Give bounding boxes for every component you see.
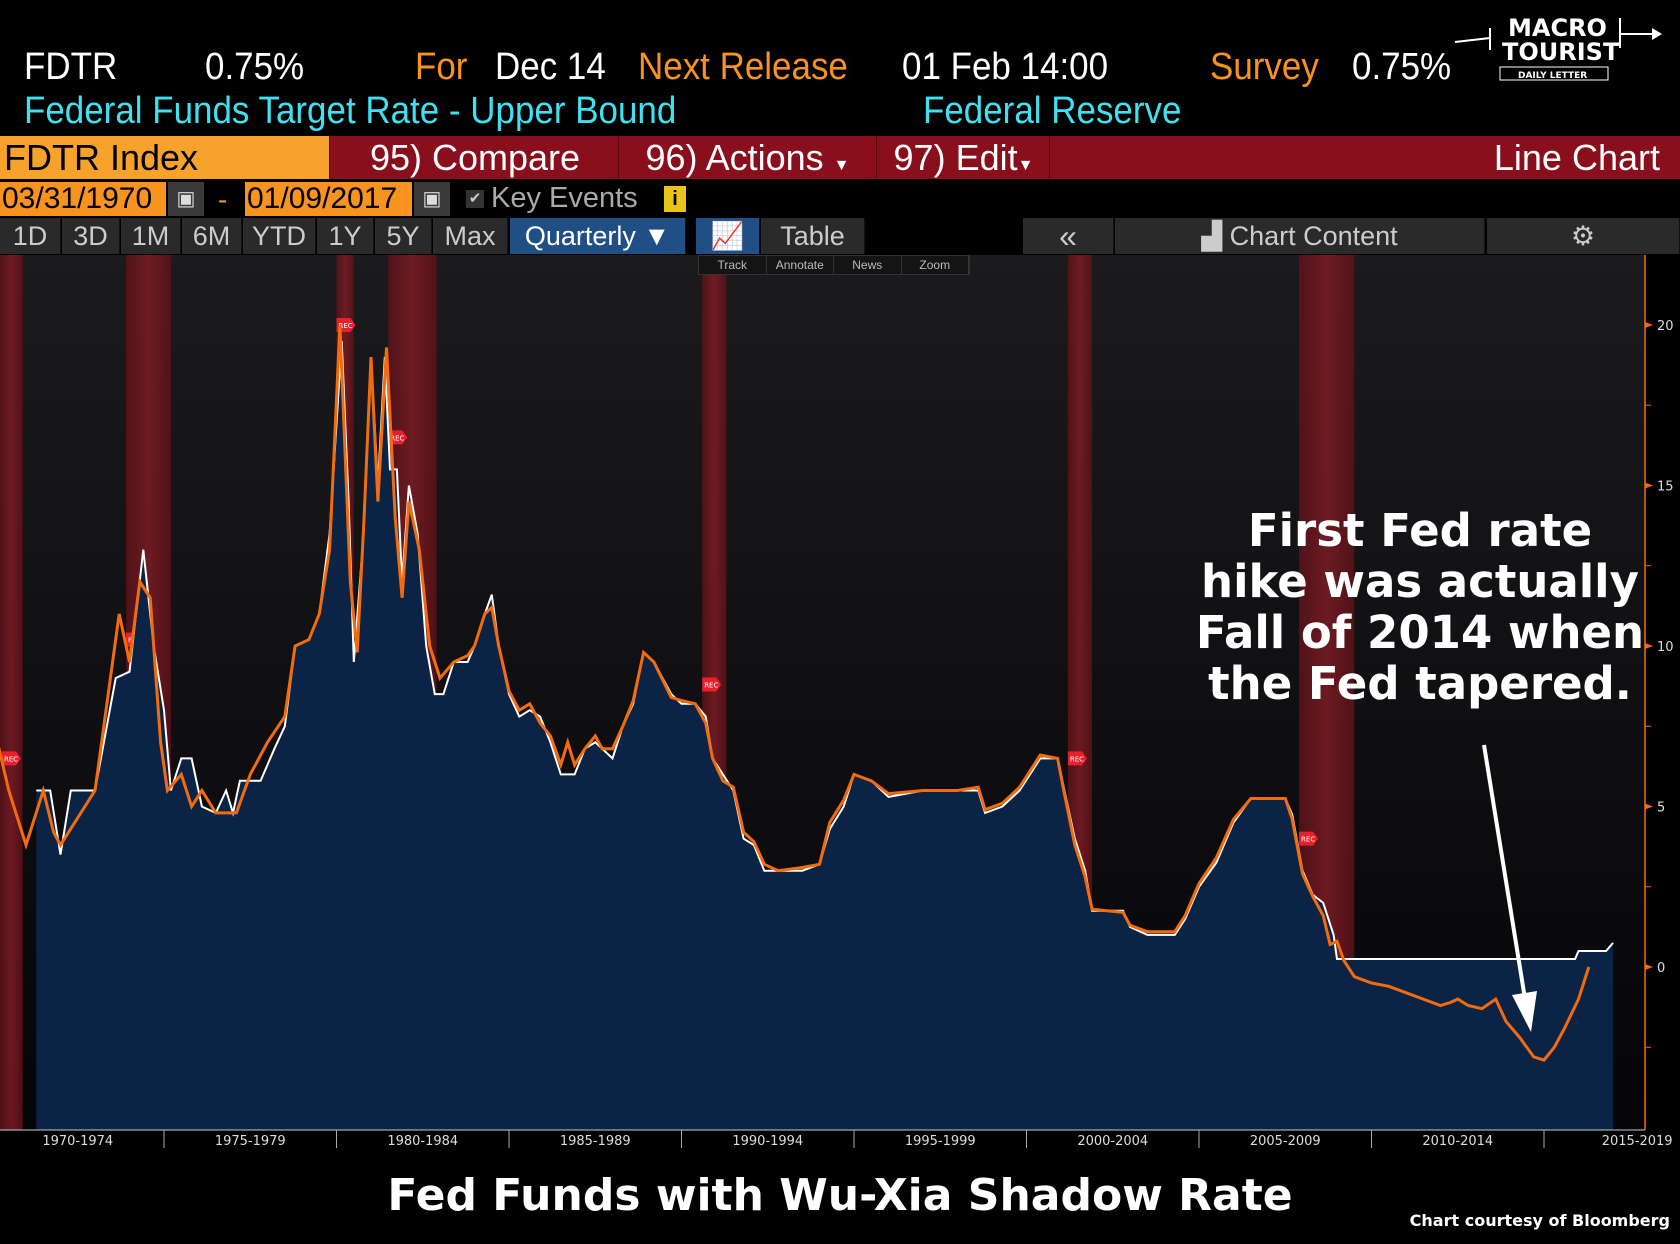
survey-value: 0.75% xyxy=(1352,46,1452,88)
y-tick-label: 15 xyxy=(1657,480,1674,495)
recession-flag-icon[interactable]: REC xyxy=(1299,831,1319,846)
x-tick-label: 2010-2014 xyxy=(1422,1134,1493,1149)
security-field[interactable]: FDTR Index xyxy=(0,136,330,179)
next-release-label: Next Release xyxy=(638,46,848,88)
x-tick-label: 1975-1979 xyxy=(215,1134,286,1149)
y-tick-label: 0 xyxy=(1657,961,1665,976)
x-tick-label: 2015-2019 xyxy=(1602,1134,1673,1149)
annotation-line: First Fed rate xyxy=(1247,504,1593,557)
for-value: Dec 14 xyxy=(495,46,606,88)
track-button[interactable]: Track xyxy=(699,256,767,274)
recession-flag-icon[interactable]: REC xyxy=(702,677,722,692)
y-tick xyxy=(1645,643,1653,649)
x-tick-label: 1985-1989 xyxy=(560,1134,631,1149)
y-tick xyxy=(1645,964,1653,970)
settings-gear-icon[interactable]: ⚙ xyxy=(1487,218,1680,254)
x-tick-label: 2000-2004 xyxy=(1077,1134,1148,1149)
zoom-button[interactable]: Zoom xyxy=(902,256,969,274)
info-icon[interactable]: i xyxy=(664,186,686,212)
last-value: 0.75% xyxy=(205,46,305,88)
key-events-label: Key Events xyxy=(491,182,638,214)
news-button[interactable]: News xyxy=(834,256,902,274)
x-tick-label: 1970-1974 xyxy=(42,1134,113,1149)
tab-1m[interactable]: 1M xyxy=(121,218,181,254)
annotation-line: Fall of 2014 when xyxy=(1195,606,1645,659)
x-tick-label: 1990-1994 xyxy=(732,1134,803,1149)
y-tick-label: 10 xyxy=(1657,640,1674,655)
recession-flag-icon[interactable]: REC xyxy=(2,751,21,766)
recession-band xyxy=(0,255,23,1130)
tab-3d[interactable]: 3D xyxy=(62,218,120,254)
calendar-icon[interactable]: ▣ xyxy=(414,182,450,216)
chart-type-label[interactable]: Line Chart xyxy=(1493,137,1660,178)
chart-title: Fed Funds with Wu-Xia Shadow Rate xyxy=(387,1170,1293,1221)
x-tick-label: 2005-2009 xyxy=(1250,1134,1321,1149)
tab-6m[interactable]: 6M xyxy=(182,218,242,254)
chart-content-button[interactable]: ▟ Chart Content xyxy=(1115,218,1485,254)
period-dropdown[interactable]: Quarterly ▼ xyxy=(510,218,686,254)
annotate-button[interactable]: Annotate xyxy=(767,256,834,274)
chart-content-label: Chart Content xyxy=(1229,221,1398,251)
edit-label: 97) Edit xyxy=(893,137,1018,178)
y-tick xyxy=(1645,803,1653,810)
annotation-text: First Fed rate hike was actually Fall of… xyxy=(1180,505,1660,709)
mini-toolbar: Track Annotate News Zoom xyxy=(698,255,970,275)
dropdown-arrow-icon: ▼ xyxy=(1017,157,1034,174)
calendar-icon[interactable]: ▣ xyxy=(168,182,204,216)
ticker: FDTR xyxy=(24,46,118,88)
table-button[interactable]: Table xyxy=(761,218,865,254)
chart-credit: Chart courtesy of Bloomberg xyxy=(1409,1211,1670,1230)
logo-text: DAILY LETTER xyxy=(1518,71,1587,81)
arrowhead-icon xyxy=(1512,991,1537,1032)
chart-content-icon: ▟ xyxy=(1201,221,1230,251)
source-name: Federal Reserve xyxy=(923,90,1182,132)
key-events-checkbox[interactable]: ✔ xyxy=(466,190,484,208)
date-separator: - xyxy=(218,184,228,215)
recession-flag-icon[interactable]: REC xyxy=(1067,751,1087,766)
x-tick-label: 1995-1999 xyxy=(905,1134,976,1149)
actions-button[interactable]: 96) Actions ▼ xyxy=(619,136,877,179)
y-tick-label: 5 xyxy=(1657,801,1665,816)
survey-label: Survey xyxy=(1210,46,1319,88)
recession-label: REC xyxy=(339,322,353,330)
annotation-line: the Fed tapered. xyxy=(1208,657,1632,710)
recession-label: REC xyxy=(704,682,718,690)
fdtr-area-fill xyxy=(36,341,1613,1130)
macro-tourist-logo: MACRO TOURIST DAILY LETTER xyxy=(1454,14,1662,81)
logo-text: TOURIST xyxy=(1502,38,1620,66)
dropdown-arrow-icon: ▼ xyxy=(833,157,850,174)
logo-text: MACRO xyxy=(1508,14,1607,42)
y-tick xyxy=(1645,322,1653,328)
shadow-rate-line xyxy=(0,324,1591,1062)
recession-label: REC xyxy=(4,755,18,763)
annotation-line: hike was actually xyxy=(1201,555,1639,608)
line-chart-icon[interactable]: 📈 xyxy=(696,218,760,254)
actions-label: 96) Actions xyxy=(645,137,824,178)
x-tick-label: 1980-1984 xyxy=(387,1134,458,1149)
for-label: For xyxy=(415,46,468,88)
security-name: Federal Funds Target Rate - Upper Bound xyxy=(24,90,677,132)
y-tick xyxy=(1645,482,1653,489)
y-tick-label: 20 xyxy=(1657,319,1674,334)
start-date-input[interactable]: 03/31/1970 xyxy=(0,182,166,216)
recession-label: REC xyxy=(390,434,404,442)
tab-max[interactable]: Max xyxy=(433,218,508,254)
edit-button[interactable]: 97) Edit▼ xyxy=(878,136,1050,179)
tab-ytd[interactable]: YTD xyxy=(243,218,316,254)
collapse-button[interactable]: « xyxy=(1023,218,1114,254)
recession-label: REC xyxy=(1301,836,1315,844)
arrow-annotation xyxy=(1482,744,1537,1032)
recession-flag-icon[interactable]: REC xyxy=(388,430,408,445)
tab-1d[interactable]: 1D xyxy=(0,218,61,254)
tab-1y[interactable]: 1Y xyxy=(317,218,374,254)
compare-button[interactable]: 95) Compare xyxy=(332,136,619,179)
end-date-input[interactable]: 01/09/2017 xyxy=(245,182,412,216)
next-release-value: 01 Feb 14:00 xyxy=(902,46,1109,88)
tab-5y[interactable]: 5Y xyxy=(375,218,432,254)
recession-label: REC xyxy=(1070,755,1084,763)
